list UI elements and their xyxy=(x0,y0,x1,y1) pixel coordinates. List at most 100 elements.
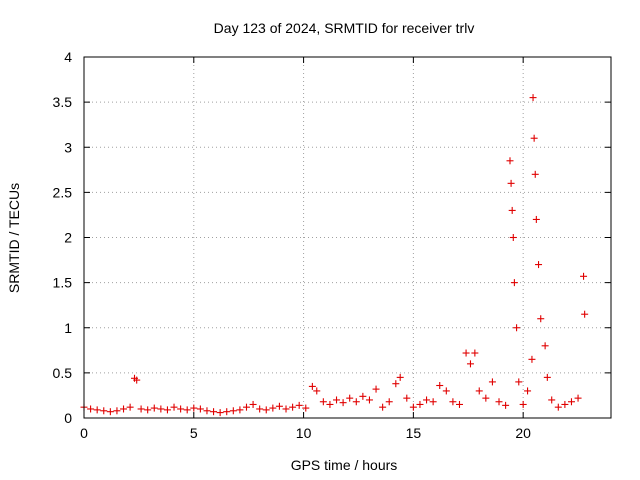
data-point xyxy=(436,382,444,390)
data-point xyxy=(308,382,316,390)
data-point xyxy=(396,373,404,381)
grid-lines xyxy=(84,57,611,418)
data-point xyxy=(365,396,373,404)
data-point xyxy=(126,403,134,411)
data-point xyxy=(177,405,185,413)
data-point xyxy=(275,402,283,410)
data-point xyxy=(519,400,527,408)
y-axis-title: SRMTID / TECUs xyxy=(6,183,22,293)
data-point xyxy=(541,342,549,350)
data-point xyxy=(581,310,589,318)
y-tick-label: 2.5 xyxy=(53,184,73,200)
y-tick-label: 3 xyxy=(64,139,72,155)
data-point xyxy=(319,398,327,406)
data-point xyxy=(302,404,310,412)
data-point xyxy=(529,94,537,102)
data-point xyxy=(403,394,411,402)
y-tick-label: 3.5 xyxy=(53,94,73,110)
data-point xyxy=(372,385,380,393)
data-point xyxy=(510,279,518,287)
data-point xyxy=(531,170,539,178)
data-point xyxy=(449,398,457,406)
data-point xyxy=(535,261,543,269)
data-point xyxy=(216,409,224,417)
x-tick-label: 20 xyxy=(515,425,531,441)
data-point xyxy=(495,398,503,406)
x-tick-label: 0 xyxy=(80,425,88,441)
data-point xyxy=(548,396,556,404)
data-point xyxy=(256,405,264,413)
data-point xyxy=(242,403,250,411)
data-point xyxy=(229,407,237,415)
x-tick-label: 5 xyxy=(190,425,198,441)
data-point xyxy=(530,134,538,142)
data-point xyxy=(223,408,231,416)
data-point xyxy=(488,378,496,386)
data-point xyxy=(150,404,158,412)
data-point xyxy=(339,399,347,407)
data-point xyxy=(113,407,121,415)
data-point xyxy=(210,408,218,416)
data-point xyxy=(543,373,551,381)
x-tick-label: 15 xyxy=(406,425,422,441)
data-point xyxy=(466,360,474,368)
data-point xyxy=(249,400,257,408)
data-point xyxy=(482,394,490,402)
data-point xyxy=(423,396,431,404)
y-tick-label: 2 xyxy=(64,230,72,246)
y-tick-label: 4 xyxy=(64,49,72,65)
data-point xyxy=(429,398,437,406)
data-point xyxy=(137,405,145,413)
data-point xyxy=(333,396,341,404)
data-point xyxy=(144,406,152,414)
data-point xyxy=(289,403,297,411)
axis-ticks xyxy=(83,56,611,419)
data-point xyxy=(120,405,128,413)
data-point xyxy=(554,403,562,411)
data-point xyxy=(416,400,424,408)
data-point xyxy=(282,405,290,413)
data-point xyxy=(133,376,141,384)
data-point xyxy=(471,349,479,357)
data-point xyxy=(359,392,367,400)
data-point xyxy=(295,401,303,409)
data-point xyxy=(561,400,569,408)
data-points xyxy=(80,94,589,417)
data-point xyxy=(524,387,532,395)
data-point xyxy=(352,398,360,406)
data-point xyxy=(183,406,191,414)
y-tick-label: 0.5 xyxy=(53,365,73,381)
data-point xyxy=(508,206,516,214)
data-point xyxy=(236,406,244,414)
x-axis-title: GPS time / hours xyxy=(291,457,398,473)
x-tick-label: 10 xyxy=(296,425,312,441)
data-point xyxy=(509,234,517,241)
data-point xyxy=(196,405,204,413)
data-point xyxy=(106,408,114,416)
data-point xyxy=(313,387,321,395)
data-point xyxy=(515,378,523,386)
data-point xyxy=(379,403,387,411)
data-point xyxy=(326,400,334,408)
y-tick-labels: 0 0.5 1 1.5 2 2.5 3 3.5 4 xyxy=(53,49,73,426)
data-point xyxy=(537,315,545,323)
y-tick-label: 0 xyxy=(64,410,72,426)
data-point xyxy=(502,401,510,409)
data-point xyxy=(385,398,393,406)
data-point xyxy=(163,406,171,414)
data-point xyxy=(409,403,417,411)
data-point xyxy=(442,387,450,395)
data-point xyxy=(574,394,582,402)
data-point xyxy=(580,272,588,280)
data-point xyxy=(262,406,270,414)
data-point xyxy=(346,394,354,402)
data-point xyxy=(157,405,165,413)
plot-frame xyxy=(83,56,612,419)
data-point xyxy=(190,404,198,412)
data-point xyxy=(170,403,178,411)
data-point xyxy=(269,404,277,412)
data-point xyxy=(567,398,575,406)
data-point xyxy=(392,380,400,388)
data-point xyxy=(475,387,483,395)
data-point xyxy=(100,407,108,415)
